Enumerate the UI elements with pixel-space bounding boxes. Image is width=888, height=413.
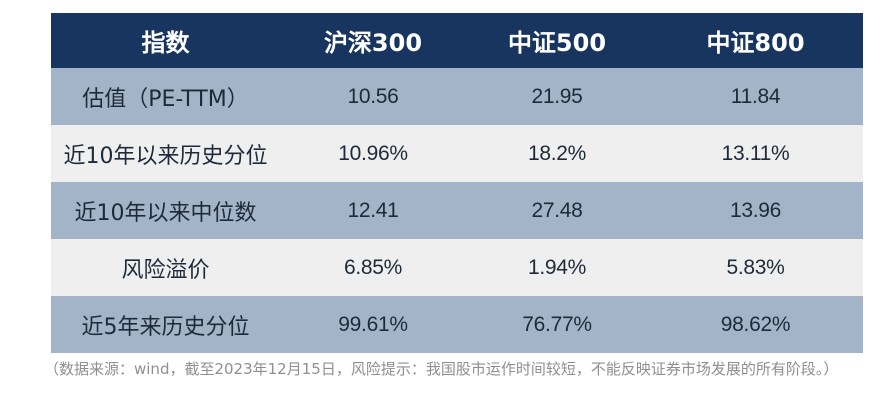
cell-value: 76.77% bbox=[522, 312, 592, 336]
cell-value: 13.11% bbox=[721, 141, 790, 165]
table-header-row: 指数 沪深300 中证500 中证800 bbox=[51, 13, 863, 68]
source-note: （数据来源：wind，截至2023年12月15日，风险提示：我国股市运作时间较短… bbox=[44, 360, 839, 378]
cell-value: 99.61% bbox=[338, 312, 408, 336]
row-label: 近10年以来中位数 bbox=[74, 200, 257, 226]
table-row: 近10年以来历史分位 10.96% 18.2% 13.11% bbox=[51, 125, 863, 182]
valuation-table-container: 指数 沪深300 中证500 中证800 估值（PE-TTM） 10.56 21… bbox=[51, 13, 863, 353]
table-row: 近10年以来中位数 12.41 27.48 13.96 bbox=[51, 182, 863, 239]
row-label: 近10年以来历史分位 bbox=[63, 143, 268, 169]
header-index: 指数 bbox=[141, 29, 190, 57]
table-row: 近5年来历史分位 99.61% 76.77% 98.62% bbox=[51, 296, 863, 353]
cell-value: 12.41 bbox=[347, 198, 399, 222]
cell-value: 98.62% bbox=[720, 312, 791, 336]
cell-value: 10.96% bbox=[338, 141, 408, 165]
table-row: 风险溢价 6.85% 1.94% 5.83% bbox=[51, 239, 863, 296]
row-label: 估值（PE-TTM） bbox=[82, 86, 249, 112]
cell-value: 27.48 bbox=[531, 198, 583, 222]
cell-value: 18.2% bbox=[527, 141, 587, 165]
valuation-table: 指数 沪深300 中证500 中证800 估值（PE-TTM） 10.56 21… bbox=[51, 13, 863, 353]
cell-value: 21.95 bbox=[531, 84, 583, 108]
table-row: 估值（PE-TTM） 10.56 21.95 11.84 bbox=[51, 68, 863, 125]
row-label: 风险溢价 bbox=[121, 257, 210, 283]
cell-value: 11.84 bbox=[730, 84, 781, 108]
cell-value: 6.85% bbox=[343, 255, 403, 279]
cell-value: 13.96 bbox=[729, 198, 782, 222]
cell-value: 5.83% bbox=[726, 255, 785, 279]
header-csi800: 中证800 bbox=[706, 29, 805, 57]
header-csi500: 中证500 bbox=[507, 29, 607, 57]
row-label: 近5年来历史分位 bbox=[81, 314, 250, 340]
cell-value: 1.94% bbox=[527, 255, 587, 279]
header-csi300: 沪深300 bbox=[323, 29, 423, 57]
cell-value: 10.56 bbox=[347, 84, 399, 108]
